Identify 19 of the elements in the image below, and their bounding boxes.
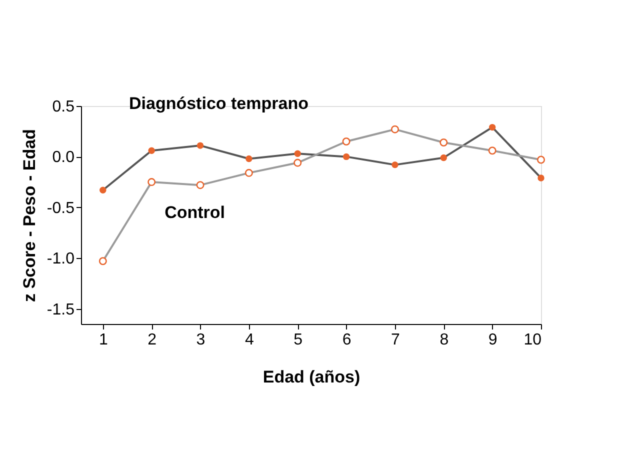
text: Diagnóstico temprano <box>129 94 308 113</box>
y-tick-label: -0.5 <box>46 200 75 217</box>
y-tick-label: 0.0 <box>52 149 75 166</box>
x-axis-title: Edad (años) <box>262 368 360 386</box>
x-tick-label: 9 <box>488 332 498 348</box>
x-tick-label: 10 <box>524 332 542 348</box>
x-tick-label: 7 <box>391 332 400 348</box>
x-tick-label: 5 <box>294 332 303 348</box>
x-tick-label: 1 <box>98 332 108 348</box>
x-tick-label: 3 <box>196 332 206 348</box>
y-axis-title: z Score - Peso - Edad <box>20 129 39 302</box>
x-tick-label: 8 <box>440 332 449 348</box>
x-tick-label: 2 <box>148 332 157 348</box>
x-tick-label: 6 <box>342 332 352 348</box>
y-tick-label: -1.5 <box>46 301 75 318</box>
y-tick-label: 0.5 <box>52 98 75 116</box>
y-tick-label: -1.0 <box>46 250 75 268</box>
x-tick-label: 4 <box>244 332 254 348</box>
series-label: Control <box>164 203 226 222</box>
